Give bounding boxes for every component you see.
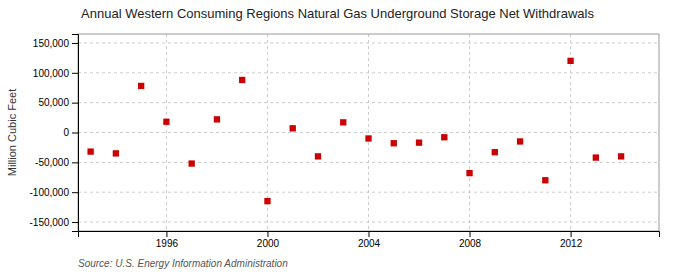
- points: [87, 58, 624, 205]
- point: [365, 135, 371, 141]
- grid-line: [166, 34, 167, 231]
- y-tick-label: 100,000: [33, 68, 70, 79]
- point: [593, 154, 599, 160]
- point: [189, 160, 195, 166]
- y-tick-mark: [72, 73, 78, 74]
- x-tick-mark: [470, 231, 471, 237]
- x-tick: 1996: [156, 231, 179, 249]
- y-tick: -150,000: [30, 217, 78, 228]
- point: [391, 140, 397, 146]
- x-tick: 2004: [358, 231, 381, 249]
- y-tick-mark: [72, 43, 78, 44]
- point: [113, 150, 119, 156]
- x-tick-label: 2000: [257, 238, 280, 249]
- point: [567, 58, 573, 64]
- point: [517, 138, 523, 144]
- y-axis-title: Million Cubic Feet: [6, 89, 18, 176]
- y-tick: 150,000: [33, 38, 78, 49]
- point: [290, 125, 296, 131]
- x-tick-label: 2004: [358, 238, 381, 249]
- source-note: Source: U.S. Energy Information Administ…: [78, 258, 288, 269]
- point: [542, 177, 548, 183]
- y-tick-mark: [72, 133, 78, 134]
- point: [416, 139, 422, 145]
- grid: [78, 34, 659, 231]
- plot-area: 1996 2000 2004 2008 2012 -150,000 -100,000 -50,…: [30, 34, 660, 249]
- x-tick-mark: [369, 231, 370, 237]
- x-axis-line: [79, 232, 660, 238]
- point: [441, 134, 447, 140]
- y-tick-label: 50,000: [38, 97, 69, 108]
- point: [492, 149, 498, 155]
- point: [618, 153, 624, 159]
- y-tick: 50,000: [38, 97, 78, 108]
- point: [163, 119, 169, 125]
- x-tick-label: 2012: [560, 238, 583, 249]
- y-tick-mark: [72, 222, 78, 223]
- y-tick-mark: [72, 192, 78, 193]
- point: [214, 116, 220, 122]
- x-tick-mark: [166, 231, 167, 237]
- chart: 1996 2000 2004 2008 2012 -150,000 -100,000 -50,…: [0, 0, 675, 275]
- y-tick-label: -150,000: [30, 217, 70, 228]
- x-tick: 2012: [560, 231, 583, 249]
- x-axis: 1996 2000 2004 2008 2012: [79, 231, 660, 249]
- point: [466, 170, 472, 176]
- x-tick-label: 2008: [459, 238, 482, 249]
- y-tick-label: 150,000: [33, 38, 70, 49]
- y-tick: -50,000: [35, 157, 78, 168]
- point: [239, 77, 245, 83]
- point: [138, 83, 144, 89]
- y-tick-label: 0: [63, 127, 69, 138]
- y-tick-mark: [72, 103, 78, 104]
- y-tick-mark: [72, 162, 78, 163]
- point: [264, 198, 270, 204]
- grid-line: [368, 34, 369, 231]
- point: [315, 153, 321, 159]
- y-axis: -150,000 -100,000 -50,000 0 50,000 100,000 150…: [30, 35, 79, 232]
- grid-line: [469, 34, 470, 231]
- x-tick-mark: [267, 231, 268, 237]
- x-tick-mark: [571, 231, 572, 237]
- x-tick: 2008: [459, 231, 482, 249]
- x-tick-label: 1996: [156, 238, 179, 249]
- point: [87, 148, 93, 154]
- point: [340, 119, 346, 125]
- y-tick: 0: [63, 127, 78, 138]
- y-tick-label: -100,000: [30, 187, 70, 198]
- y-tick: 100,000: [33, 68, 78, 79]
- plot-frame: [78, 34, 659, 231]
- y-tick: -100,000: [30, 187, 78, 198]
- y-axis-line: [72, 35, 79, 232]
- title: Annual Western Consuming Regions Natural…: [81, 6, 594, 21]
- x-tick: 2000: [257, 231, 280, 249]
- y-tick-label: -50,000: [35, 157, 69, 168]
